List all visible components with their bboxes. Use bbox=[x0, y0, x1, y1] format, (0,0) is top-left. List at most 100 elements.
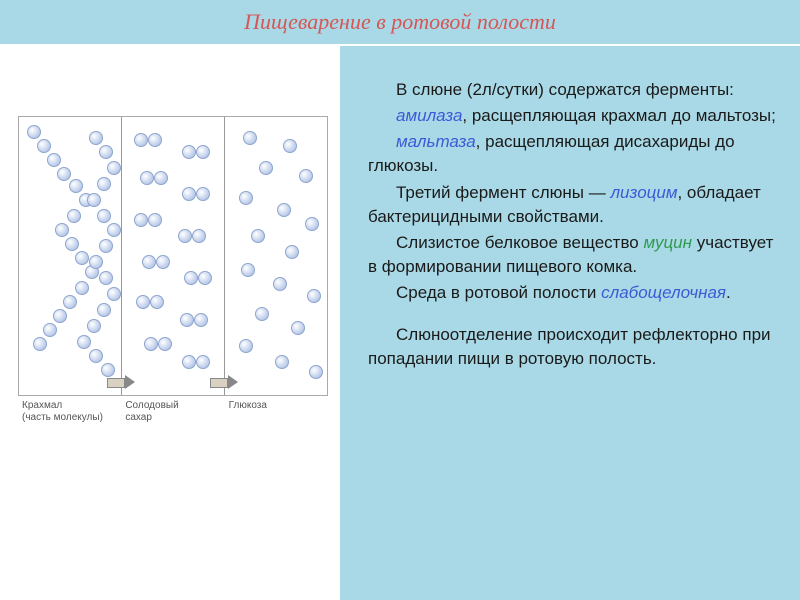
molecule-ball bbox=[75, 251, 89, 265]
molecule-ball bbox=[47, 153, 61, 167]
enzyme-amylase: амилаза bbox=[396, 106, 462, 125]
text-fragment: , расщепляющая крахмал до мальтозы; bbox=[462, 106, 775, 125]
diagram-labels: Крахмал(часть молекулы)СолодовыйсахарГлю… bbox=[18, 400, 328, 424]
molecule-ball bbox=[154, 171, 168, 185]
molecule-ball bbox=[97, 209, 111, 223]
molecule-ball bbox=[69, 179, 83, 193]
diagram-column-label: Глюкоза bbox=[225, 400, 328, 424]
paragraph-mucin: Слизистое белковое вещество муцин участв… bbox=[368, 231, 778, 279]
molecule-ball bbox=[285, 245, 299, 259]
ph-description: слабощелочная bbox=[601, 283, 726, 302]
molecule-ball bbox=[87, 193, 101, 207]
molecule-ball bbox=[136, 295, 150, 309]
molecule-ball bbox=[182, 355, 196, 369]
molecule-ball bbox=[134, 133, 148, 147]
title-bar: Пищеварение в ротовой полости bbox=[0, 0, 800, 46]
paragraph-ph: Среда в ротовой полости слабощелочная. bbox=[368, 281, 778, 305]
molecule-ball bbox=[99, 239, 113, 253]
molecule-ball bbox=[53, 309, 67, 323]
molecule-ball bbox=[75, 281, 89, 295]
molecule-ball bbox=[99, 145, 113, 159]
molecule-ball bbox=[134, 213, 148, 227]
molecule-ball bbox=[27, 125, 41, 139]
molecule-ball bbox=[243, 131, 257, 145]
molecule-ball bbox=[241, 263, 255, 277]
content-area: Крахмал(часть молекулы)СолодовыйсахарГлю… bbox=[0, 46, 800, 600]
molecule-ball bbox=[89, 255, 103, 269]
molecule-ball bbox=[156, 255, 170, 269]
molecule-ball bbox=[180, 313, 194, 327]
molecule-ball bbox=[196, 355, 210, 369]
molecule-ball bbox=[144, 337, 158, 351]
enzyme-maltase: мальтаза bbox=[396, 132, 476, 151]
enzyme-lysozyme: лизоцим bbox=[610, 183, 677, 202]
diagram-column bbox=[225, 117, 327, 395]
spacer bbox=[368, 307, 778, 321]
molecule-ball bbox=[196, 145, 210, 159]
molecule-ball bbox=[307, 289, 321, 303]
molecule-ball bbox=[182, 187, 196, 201]
molecule-ball bbox=[67, 209, 81, 223]
molecule-ball bbox=[65, 237, 79, 251]
molecule-ball bbox=[55, 223, 69, 237]
substance-mucin: муцин bbox=[643, 233, 692, 252]
molecule-ball bbox=[99, 271, 113, 285]
molecule-ball bbox=[148, 213, 162, 227]
molecule-ball bbox=[57, 167, 71, 181]
molecule-ball bbox=[305, 217, 319, 231]
molecule-ball bbox=[198, 271, 212, 285]
page-title: Пищеварение в ротовой полости bbox=[244, 9, 556, 35]
paragraph-intro: В слюне (2л/сутки) содержатся ферменты: bbox=[368, 78, 778, 102]
molecule-ball bbox=[182, 145, 196, 159]
molecule-ball bbox=[97, 303, 111, 317]
molecule-ball bbox=[178, 229, 192, 243]
molecule-ball bbox=[33, 337, 47, 351]
molecule-ball bbox=[89, 349, 103, 363]
text-fragment: . bbox=[726, 283, 731, 302]
molecule-ball bbox=[259, 161, 273, 175]
molecule-ball bbox=[184, 271, 198, 285]
molecule-ball bbox=[150, 295, 164, 309]
molecule-ball bbox=[158, 337, 172, 351]
molecule-ball bbox=[277, 203, 291, 217]
molecule-ball bbox=[309, 365, 323, 379]
molecule-ball bbox=[283, 139, 297, 153]
diagram-column-label: Крахмал(часть молекулы) bbox=[18, 400, 121, 424]
molecule-ball bbox=[148, 133, 162, 147]
molecule-ball bbox=[196, 187, 210, 201]
molecule-ball bbox=[291, 321, 305, 335]
molecule-ball bbox=[97, 177, 111, 191]
molecule-ball bbox=[251, 229, 265, 243]
molecule-ball bbox=[194, 313, 208, 327]
molecule-ball bbox=[273, 277, 287, 291]
diagram-column-label: Солодовыйсахар bbox=[121, 400, 224, 424]
molecule-ball bbox=[107, 287, 121, 301]
text-fragment: Третий фермент слюны — bbox=[396, 183, 610, 202]
molecule-ball bbox=[255, 307, 269, 321]
molecule-ball bbox=[77, 335, 91, 349]
molecule-ball bbox=[43, 323, 57, 337]
molecule-ball bbox=[37, 139, 51, 153]
paragraph-lysozyme: Третий фермент слюны — лизоцим, обладает… bbox=[368, 181, 778, 229]
text-fragment: Слизистое белковое вещество bbox=[396, 233, 643, 252]
molecule-ball bbox=[239, 191, 253, 205]
molecule-ball bbox=[107, 223, 121, 237]
diagram-column bbox=[122, 117, 225, 395]
text-fragment: В слюне (2л/сутки) содержатся ферменты: bbox=[396, 80, 734, 99]
paragraph-reflex: Слюноотделение происходит рефлекторно пр… bbox=[368, 323, 778, 371]
molecule-ball bbox=[63, 295, 77, 309]
molecule-ball bbox=[140, 171, 154, 185]
molecule-ball bbox=[87, 319, 101, 333]
left-panel: Крахмал(часть молекулы)СолодовыйсахарГлю… bbox=[0, 46, 340, 600]
molecule-ball bbox=[275, 355, 289, 369]
starch-diagram bbox=[18, 116, 328, 396]
molecule-ball bbox=[89, 131, 103, 145]
diagram-column bbox=[19, 117, 122, 395]
molecule-ball bbox=[239, 339, 253, 353]
text-panel: В слюне (2л/сутки) содержатся ферменты: … bbox=[340, 46, 800, 600]
paragraph-amylase: амилаза, расщепляющая крахмал до мальтоз… bbox=[368, 104, 778, 128]
paragraph-maltase: мальтаза, расщепляющая дисахариды до глю… bbox=[368, 130, 778, 178]
molecule-ball bbox=[107, 161, 121, 175]
molecule-ball bbox=[142, 255, 156, 269]
molecule-ball bbox=[299, 169, 313, 183]
